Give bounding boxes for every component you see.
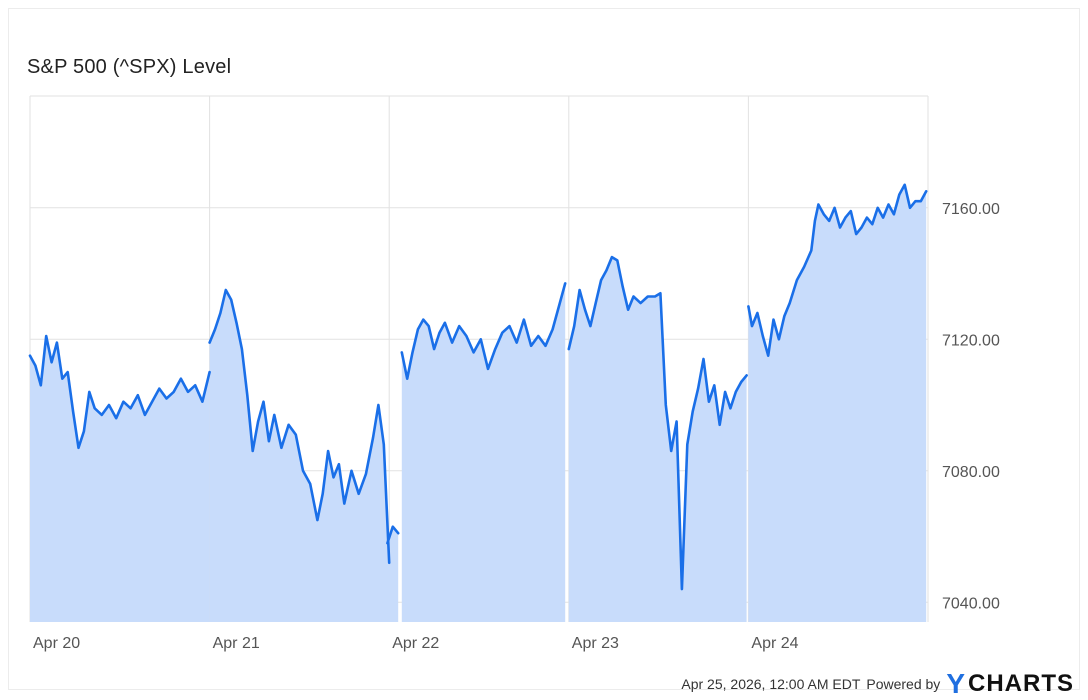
footer-timestamp: Apr 25, 2026, 12:00 AM EDT: [681, 676, 861, 692]
powered-by-label: Powered by: [866, 676, 941, 692]
line-segment-1: [208, 288, 391, 565]
x-tick-label: Apr 21: [213, 635, 260, 652]
x-tick-label: Apr 23: [572, 635, 619, 652]
ycharts-logo[interactable]: Y CHARTS: [946, 668, 1074, 700]
y-tick-label: 7120.00: [942, 332, 1000, 349]
y-tick-label: 7160.00: [942, 201, 1000, 218]
area-fill: [30, 184, 927, 623]
x-tick-label: Apr 22: [392, 635, 439, 652]
x-axis-ticks: Apr 20 Apr 21 Apr 22 Apr 23 Apr 24: [33, 635, 799, 652]
y-axis-ticks: 7040.00 7080.00 7120.00 7160.00: [942, 201, 1000, 613]
chart-frame: [8, 8, 1080, 690]
x-tick-label: Apr 24: [751, 635, 798, 652]
line-segment-0: [28, 334, 211, 450]
line-segment-2: [386, 525, 400, 545]
area-segment-3: [401, 283, 566, 622]
area-segment-0: [30, 336, 210, 622]
x-tick-label: Apr 20: [33, 635, 80, 652]
y-tick-label: 7040.00: [942, 595, 1000, 612]
area-segment-4: [568, 257, 747, 622]
y-tick-label: 7080.00: [942, 464, 1000, 481]
chart-title: S&P 500 (^SPX) Level: [27, 56, 232, 78]
line-segment-5: [747, 183, 928, 357]
area-segment-2: [387, 526, 399, 622]
ycharts-y-icon: Y: [946, 668, 966, 699]
line-segment-3: [400, 282, 567, 380]
area-segment-5: [748, 184, 927, 623]
line-segment-4: [567, 255, 748, 591]
chart-footer: Apr 25, 2026, 12:00 AM EDT Powered by Y …: [681, 668, 1074, 700]
price-line: [28, 183, 928, 591]
ycharts-wordmark: CHARTS: [968, 670, 1074, 697]
